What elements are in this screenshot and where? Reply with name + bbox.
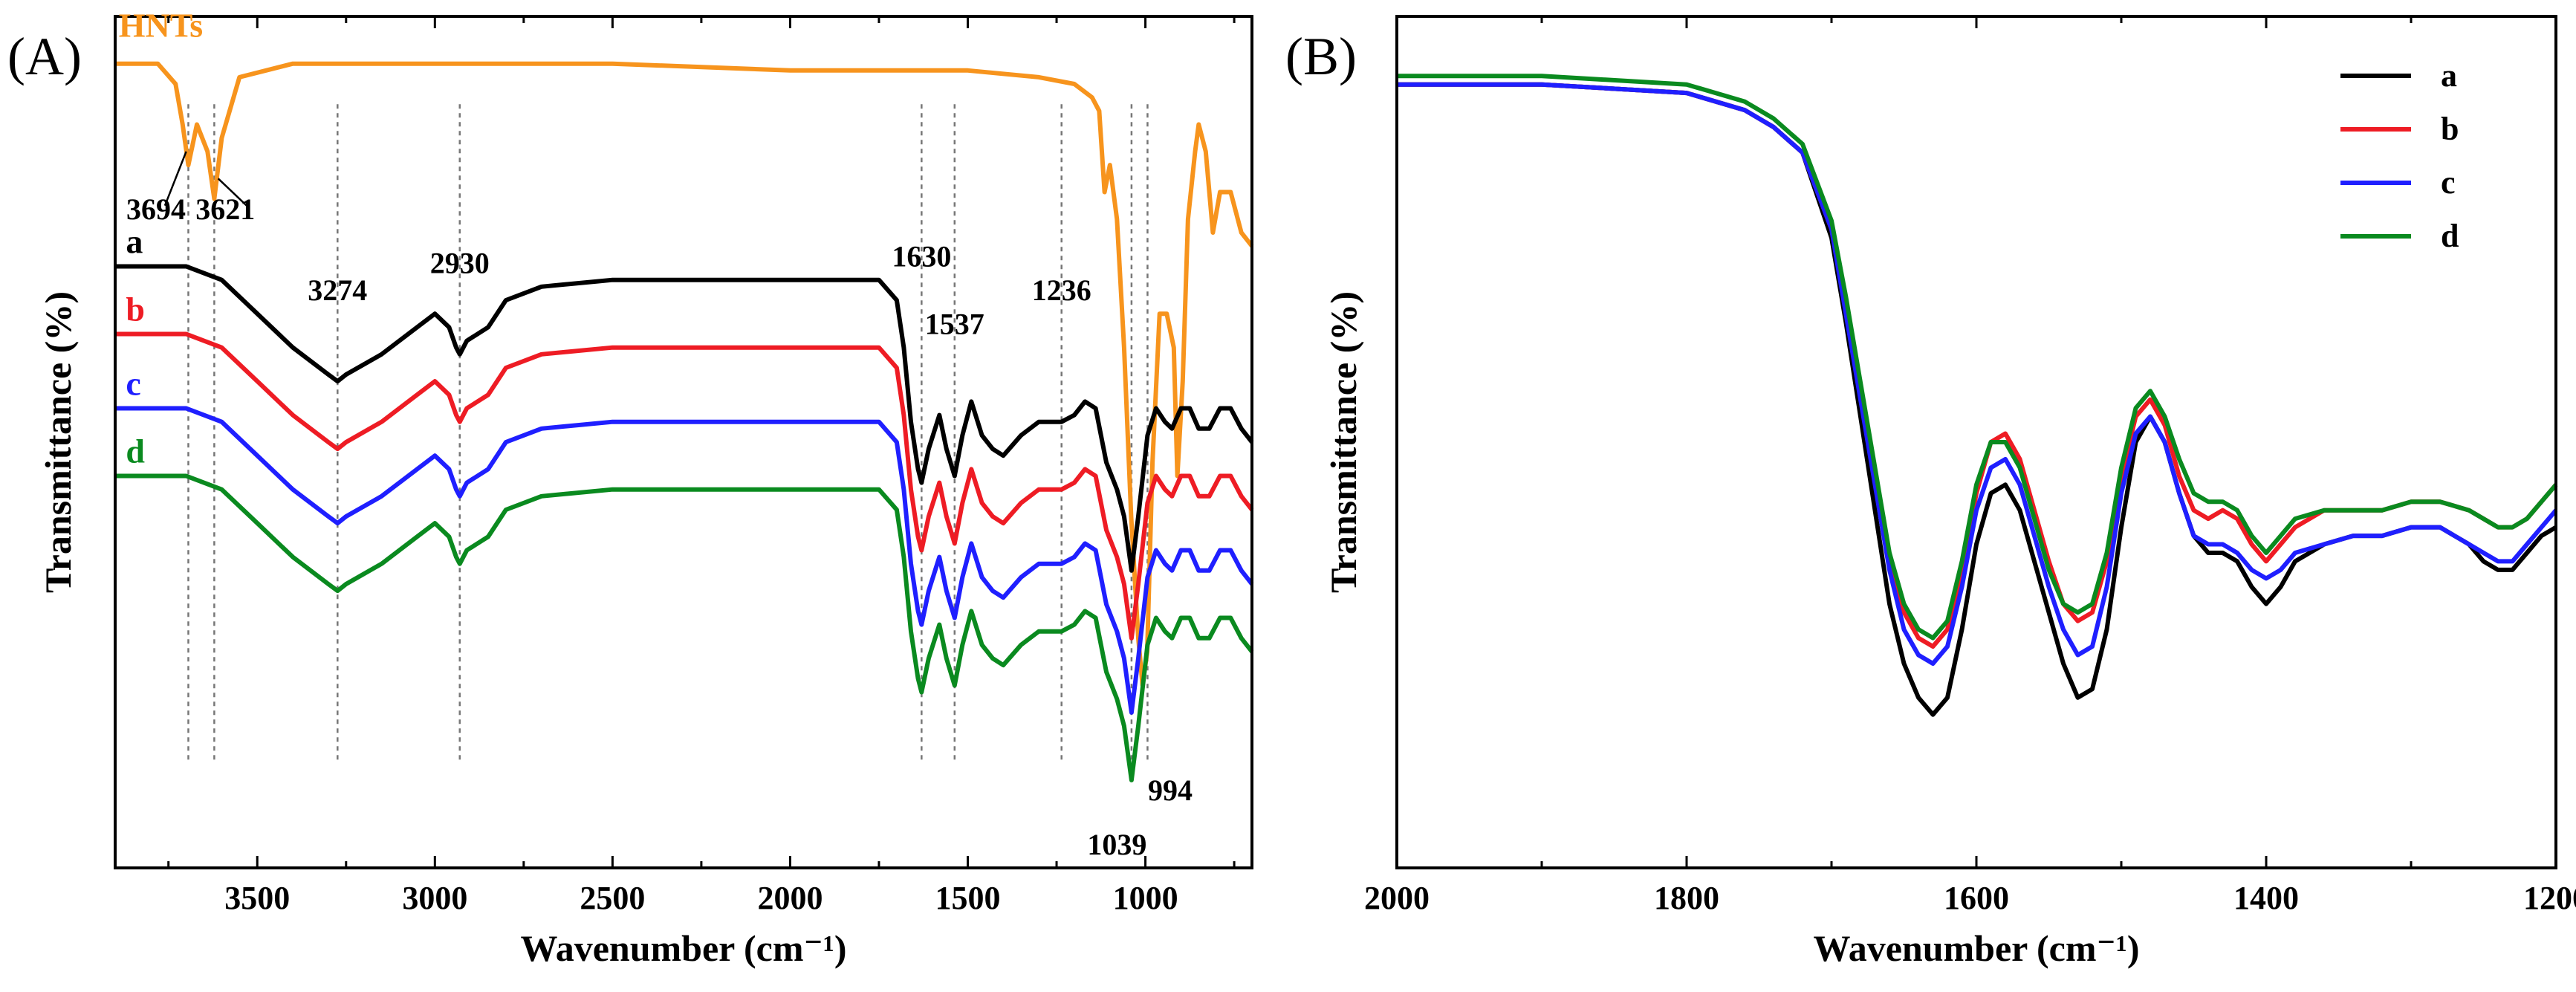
x-tick-label: 2500: [580, 880, 645, 916]
y-axis-title: Transmittance (%): [37, 291, 79, 593]
x-tick-label: 1800: [1654, 880, 1719, 916]
series-label-c: c: [126, 364, 140, 402]
legend-label-c: c: [2441, 164, 2456, 201]
series-line-b: [1397, 82, 2558, 649]
peak-label: 1039: [1087, 828, 1146, 861]
peak-label: 994: [1148, 774, 1193, 807]
series-line-c: [115, 406, 1254, 715]
series-line-a: [115, 264, 1254, 573]
peak-label: 3274: [308, 273, 367, 307]
peak-label: 1236: [1032, 273, 1091, 307]
x-tick-label: 1000: [1113, 880, 1178, 916]
x-axis: 3500 3000 2500 2000 1500 1000: [167, 16, 1236, 916]
series-line-b: [115, 331, 1254, 641]
panel-label: (B): [1285, 27, 1357, 86]
peak-label: 3694: [126, 192, 186, 226]
series-line-a: [1397, 82, 2557, 717]
arrow-3694: [163, 151, 187, 207]
series-label-hnts: HNTs: [119, 6, 203, 44]
legend-label-a: a: [2441, 57, 2457, 94]
chart-panel-a: (A) 3500 3000 2500 2000 1500 1000 Wavenumber (c…: [7, 6, 1254, 969]
legend-label-b: b: [2441, 111, 2459, 147]
guide-lines: [187, 104, 1149, 760]
x-tick-label: 2000: [1364, 880, 1430, 916]
x-tick-label: 1500: [935, 880, 1001, 916]
x-axis: 2000 1800 1600 1400 1200: [1364, 16, 2576, 916]
peak-label: 1537: [925, 307, 984, 340]
chart-panel-b: (B) 2000 1800 1600 1400 1200 Wavenumber (cm⁻¹)…: [1285, 15, 2576, 969]
x-tick-label: 1200: [2523, 880, 2576, 916]
peak-label: 2930: [430, 247, 490, 280]
series-line-d: [1397, 74, 2558, 641]
panel-label: (A): [7, 27, 82, 86]
x-tick-label: 1400: [2233, 880, 2299, 916]
plot-frame: [1395, 15, 2557, 869]
x-tick-label: 1600: [1944, 880, 2009, 916]
x-tick-label: 3000: [402, 880, 467, 916]
peak-label: 3621: [195, 192, 255, 226]
peak-label: 1630: [892, 240, 951, 273]
series-label-b: b: [126, 290, 145, 328]
series-line-d: [115, 473, 1254, 782]
x-axis-title: Wavenumber (cm⁻¹): [1813, 927, 2139, 969]
y-axis-title: Transmittance (%): [1323, 291, 1364, 593]
plot-frame: [114, 15, 1253, 869]
series-label-a: a: [126, 222, 143, 260]
arrow-3621: [217, 178, 247, 207]
series-line-c: [1397, 82, 2558, 666]
legend-label-d: d: [2441, 218, 2459, 254]
x-axis-title: Wavenumber (cm⁻¹): [520, 927, 846, 969]
x-tick-label: 2000: [757, 880, 823, 916]
x-tick-label: 3500: [224, 880, 290, 916]
series-label-d: d: [126, 432, 145, 470]
series-line-hnts: [115, 61, 1254, 688]
